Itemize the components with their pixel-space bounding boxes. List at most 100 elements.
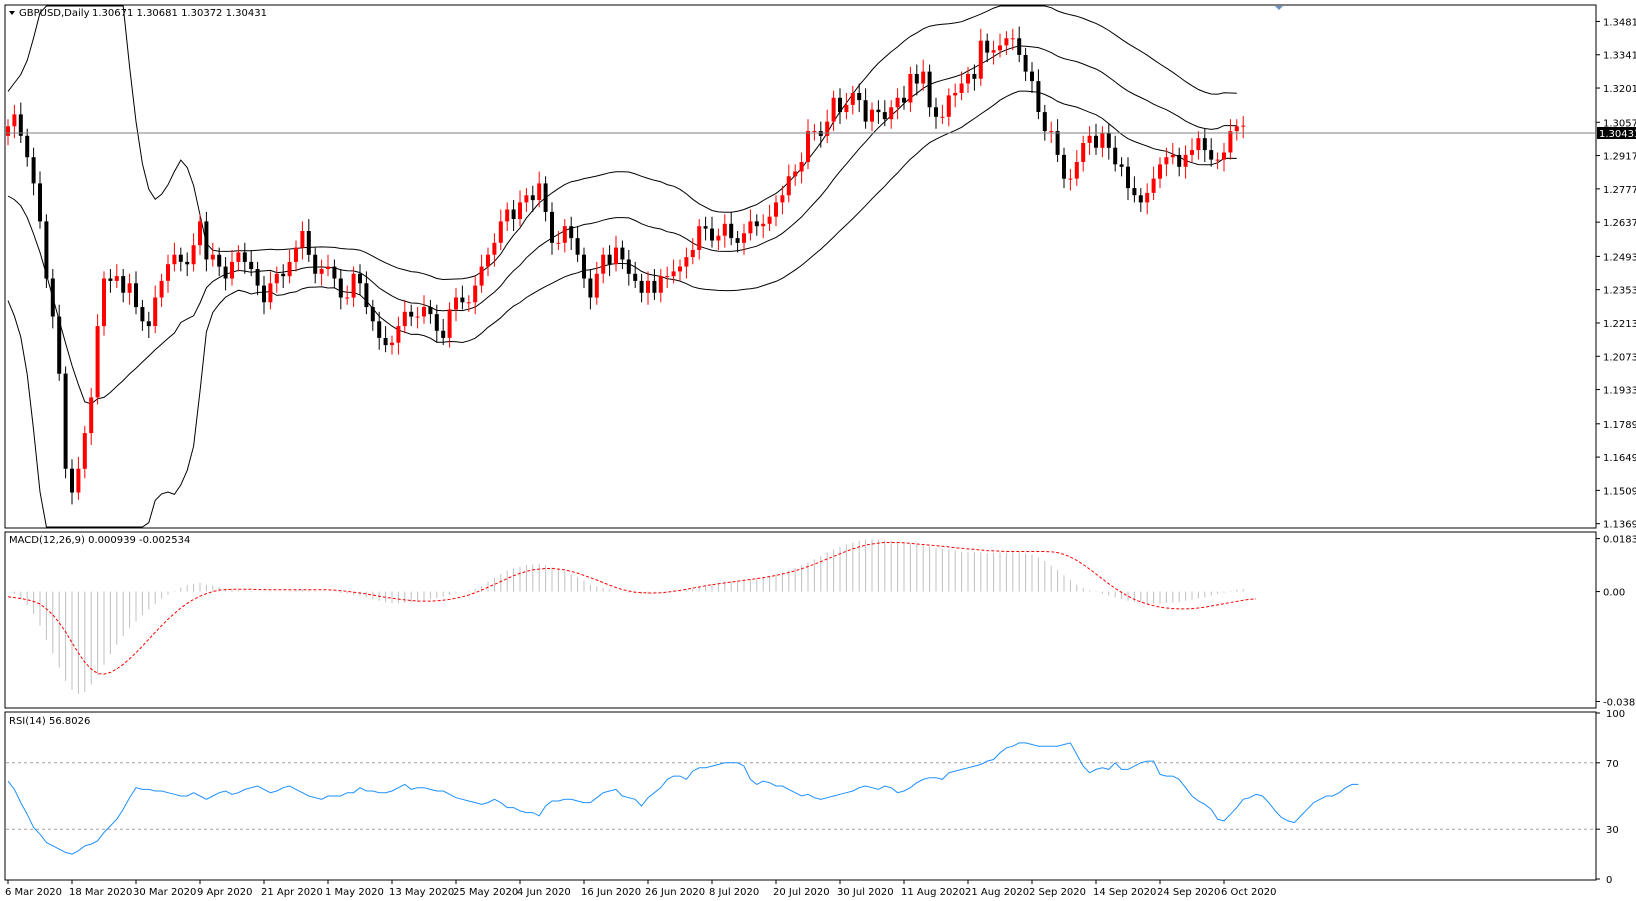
bull-candle [786,176,791,196]
bull-candle [537,183,542,200]
time-tick-label: 4 Jun 2020 [517,887,571,898]
bull-candle [319,269,324,274]
bull-candle [908,74,913,103]
bear-candle [134,283,138,308]
bull-candle [690,250,695,258]
rsi-tick-label: 100 [1606,709,1625,720]
bull-candle [697,226,702,250]
bull-candle [166,264,170,281]
bear-candle [1126,166,1130,189]
bear-candle [863,100,868,122]
time-tick-label: 6 Oct 2020 [1221,887,1276,898]
bear-candle [121,276,126,293]
bull-candle [274,273,279,284]
bull-candle [236,252,241,262]
rsi-panel[interactable]: 100 70 30 0 RSI(14) 56.8026 [4,709,1625,886]
bear-candle [639,280,644,293]
bull-candle [89,397,94,434]
bull-candle [172,254,177,265]
bull-candle [870,109,874,122]
bear-candle [108,278,113,281]
time-tick-label: 6 Mar 2020 [5,887,62,898]
rsi-title: RSI(14) 56.8026 [9,716,90,727]
bull-candle [767,216,772,224]
bull-candle [473,285,478,303]
bull-candle [1170,154,1175,158]
price-tick-label: 1.29170 [1603,152,1636,163]
collapse-arrow-icon[interactable] [1275,6,1283,10]
bull-candle [287,261,292,277]
bull-candle [671,271,676,277]
bear-candle [729,223,734,239]
bull-candle [1100,133,1105,148]
bull-candle [1158,164,1162,179]
bear-candle [1062,154,1066,179]
bull-candle [153,297,158,326]
bull-candle [447,309,452,338]
price-tick-label: 1.27770 [1603,185,1636,196]
macd-signal-line [7,542,1257,675]
bear-candle [1042,112,1047,132]
bull-candle [1074,162,1079,179]
time-tick-label: 25 May 2020 [453,887,518,898]
bull-candle [895,97,900,108]
bear-candle [876,109,881,113]
price-tick-label: 1.24930 [1603,252,1636,263]
bear-candle [383,338,388,346]
rsi-tick-label: 70 [1606,759,1619,770]
bull-candle [761,223,766,227]
time-tick-label: 16 Jun 2020 [581,887,641,898]
bull-candle [479,266,484,286]
time-tick-label: 9 Apr 2020 [197,887,252,898]
bear-candle [358,273,362,284]
rsi-levels [6,762,1595,830]
time-tick-label: 26 Jun 2020 [645,887,705,898]
bear-candle [1094,135,1098,148]
macd-panel-frame [4,531,1597,709]
macd-panel[interactable]: 0.018355 0.00 -0.038086 MACD(12,26,9) 0.00… [4,531,1636,709]
time-tick-label: 30 Mar 2020 [133,887,196,898]
bull-candle [210,254,215,260]
bull-candle [351,273,356,298]
bull-candle [594,273,599,298]
price-tick-label: 1.15090 [1603,486,1636,497]
time-tick-label: 24 Sep 2020 [1157,887,1220,898]
time-axis: 6 Mar 2020 18 Mar 2020 30 Mar 2020 9 Apr 20… [5,880,1276,898]
last-price-label: 1.30431 [1599,129,1636,140]
bear-candle [38,183,42,222]
bull-candle [889,107,894,120]
bull-candle [1049,131,1054,133]
rsi-line [7,742,1359,855]
bull-candle [159,280,164,298]
bear-candle [1030,71,1034,82]
bull-candle [396,326,401,343]
bull-candle [345,297,350,299]
bull-candle [1081,143,1086,162]
bear-candle [703,226,708,229]
bear-candle [242,252,247,262]
bear-candle [633,273,638,281]
bear-candle [511,209,516,219]
bull-candle [1087,135,1092,143]
main-panel-frame [4,4,1597,529]
main-panel[interactable]: 1.34810 1.33410 1.32010 1.30570 1.29170 1.277… [4,4,1636,531]
bear-candle [338,278,343,298]
ohlc-values: 1.30671 1.30681 1.30372 1.30431 [92,8,267,19]
bull-candle [390,342,394,346]
bear-candle [217,254,222,267]
bear-candle [70,468,74,493]
rsi-tick-label: 30 [1606,825,1619,836]
bear-candle [1209,150,1214,160]
bear-candle [460,297,465,303]
bull-candle [946,95,951,117]
chart-title: GBPUSD,Daily [19,8,90,19]
bull-candle [1145,192,1150,203]
menu-triangle-icon[interactable] [9,11,15,15]
bull-candle [498,221,503,243]
bull-candle [601,254,606,274]
macd-tick-label: -0.038086 [1603,697,1636,708]
bear-candle [178,254,183,262]
bear-candle [972,74,977,79]
bull-candle [505,209,510,222]
